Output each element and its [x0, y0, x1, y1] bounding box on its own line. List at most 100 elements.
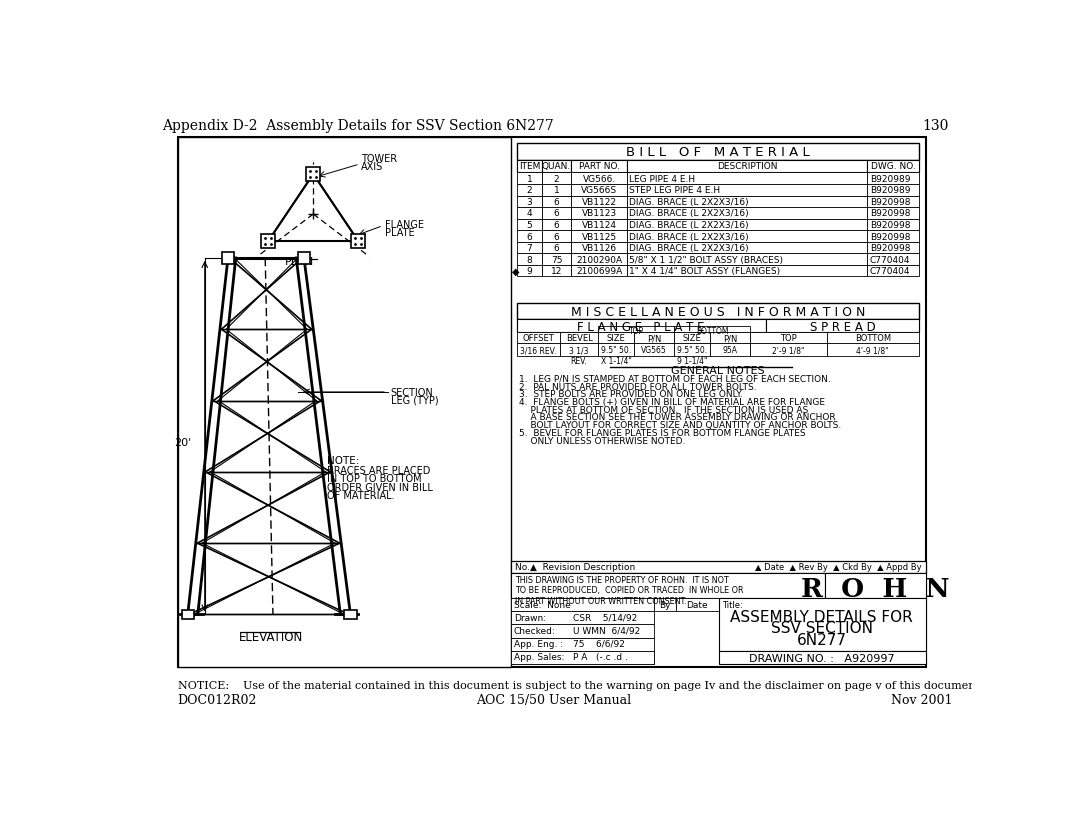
- Bar: [345, 610, 356, 619]
- Text: GENERAL NOTES: GENERAL NOTES: [671, 366, 765, 376]
- Bar: [674, 332, 710, 344]
- Bar: [571, 184, 627, 195]
- Bar: [517, 195, 542, 207]
- Text: C770404: C770404: [869, 267, 910, 276]
- Text: AOC 15/50 User Manual: AOC 15/50 User Manual: [476, 694, 631, 706]
- Text: PLATE: PLATE: [384, 228, 414, 238]
- Bar: [511, 560, 926, 573]
- Text: 4'-9 1/8": 4'-9 1/8": [856, 346, 889, 355]
- Text: PLAN: PLAN: [285, 257, 314, 267]
- Text: 1: 1: [554, 186, 559, 195]
- Text: DIAG. BRACE (L 2X2X3/16): DIAG. BRACE (L 2X2X3/16): [630, 244, 750, 253]
- Bar: [542, 160, 571, 173]
- Text: STEP LEG PIPE 4 E.H: STEP LEG PIPE 4 E.H: [630, 186, 720, 195]
- Text: SIZE: SIZE: [683, 334, 702, 343]
- Text: ITEM: ITEM: [518, 163, 540, 172]
- Bar: [710, 344, 751, 356]
- Text: QUAN.: QUAN.: [542, 163, 571, 172]
- Text: F L A N G E   P L A T E: F L A N G E P L A T E: [578, 321, 705, 334]
- Text: Title:: Title:: [723, 600, 743, 610]
- Text: S P R E A D: S P R E A D: [810, 321, 876, 334]
- Bar: [571, 173, 627, 184]
- Bar: [517, 173, 542, 184]
- Text: NOTE:: NOTE:: [327, 456, 360, 466]
- Bar: [517, 184, 542, 195]
- Text: DESCRIPTION: DESCRIPTION: [717, 163, 778, 172]
- Text: 6: 6: [554, 209, 559, 219]
- Text: ELEVATION: ELEVATION: [239, 631, 302, 645]
- Text: DIAG. BRACE (L 2X2X3/16): DIAG. BRACE (L 2X2X3/16): [630, 198, 750, 207]
- Bar: [718, 651, 926, 664]
- Text: B920998: B920998: [869, 244, 910, 253]
- Bar: [261, 234, 275, 248]
- Text: 2.  PAL NUTS ARE PROVIDED FOR ALL TOWER BOLTS.: 2. PAL NUTS ARE PROVIDED FOR ALL TOWER B…: [519, 383, 757, 392]
- Bar: [571, 219, 627, 230]
- Bar: [751, 332, 827, 344]
- Text: 9: 9: [527, 267, 532, 276]
- Bar: [559, 332, 598, 344]
- Text: LEG PIPE 4 E.H: LEG PIPE 4 E.H: [630, 175, 696, 183]
- Text: 6N277: 6N277: [797, 633, 847, 648]
- Text: SECTION: SECTION: [391, 388, 433, 398]
- Bar: [598, 344, 634, 356]
- Bar: [542, 184, 571, 195]
- Text: 20': 20': [175, 438, 191, 448]
- Bar: [825, 573, 926, 598]
- Text: FLANGE: FLANGE: [384, 220, 423, 230]
- Text: BRACES ARE PLACED: BRACES ARE PLACED: [327, 466, 431, 476]
- Bar: [867, 207, 919, 219]
- Bar: [511, 651, 654, 664]
- Text: P A   (-.c .d .: P A (-.c .d .: [572, 653, 627, 662]
- Text: VB1122: VB1122: [582, 198, 617, 207]
- Text: P/N: P/N: [647, 334, 661, 343]
- Bar: [598, 332, 634, 344]
- Bar: [542, 219, 571, 230]
- Text: 9.5" 50.
9 1-1/4": 9.5" 50. 9 1-1/4": [677, 346, 707, 366]
- Text: P/N: P/N: [723, 334, 738, 343]
- Text: VG565: VG565: [642, 346, 667, 355]
- Text: 1" X 4 1/4" BOLT ASSY (FLANGES): 1" X 4 1/4" BOLT ASSY (FLANGES): [630, 267, 781, 276]
- Text: TOWER: TOWER: [362, 154, 397, 164]
- Bar: [634, 344, 674, 356]
- Bar: [827, 332, 919, 344]
- Bar: [571, 160, 627, 173]
- Bar: [511, 637, 654, 651]
- Bar: [517, 304, 919, 319]
- Bar: [634, 332, 674, 344]
- Text: TOP: TOP: [780, 334, 797, 343]
- Text: B920998: B920998: [869, 233, 910, 242]
- Bar: [867, 160, 919, 173]
- Text: Appendix D-2  Assembly Details for SSV Section 6N277: Appendix D-2 Assembly Details for SSV Se…: [162, 119, 554, 133]
- Bar: [598, 326, 674, 332]
- Bar: [751, 344, 827, 356]
- Text: 2100699A: 2100699A: [576, 267, 622, 276]
- Bar: [517, 265, 542, 276]
- Text: 6: 6: [554, 244, 559, 253]
- Text: Scale:  None: Scale: None: [514, 600, 570, 610]
- Text: By: By: [660, 600, 671, 610]
- Text: B920998: B920998: [869, 221, 910, 230]
- Text: ONLY UNLESS OTHERWISE NOTED.: ONLY UNLESS OTHERWISE NOTED.: [519, 436, 686, 445]
- Text: No.▲  Revision Description: No.▲ Revision Description: [515, 563, 635, 572]
- Text: 5: 5: [527, 221, 532, 230]
- Bar: [627, 230, 867, 242]
- Text: 2100290A: 2100290A: [576, 255, 622, 264]
- Text: 6: 6: [554, 198, 559, 207]
- Text: 75    6/6/92: 75 6/6/92: [572, 640, 624, 649]
- Bar: [511, 651, 654, 664]
- Text: ▲ Date  ▲ Rev By  ▲ Ckd By  ▲ Appd By: ▲ Date ▲ Rev By ▲ Ckd By ▲ Appd By: [755, 563, 921, 572]
- Bar: [627, 173, 867, 184]
- Text: R  O  H  N: R O H N: [801, 577, 949, 602]
- Text: ◆: ◆: [512, 267, 519, 277]
- Text: TOP: TOP: [629, 327, 644, 336]
- Text: 130: 130: [922, 119, 948, 133]
- Text: 7: 7: [527, 244, 532, 253]
- Bar: [571, 242, 627, 254]
- Text: BEVEL: BEVEL: [566, 334, 593, 343]
- Text: BOTTOM: BOTTOM: [854, 334, 891, 343]
- Bar: [674, 344, 710, 356]
- Text: Date: Date: [686, 600, 707, 610]
- Bar: [867, 254, 919, 265]
- Bar: [517, 143, 919, 160]
- Text: Nov 2001: Nov 2001: [891, 694, 953, 706]
